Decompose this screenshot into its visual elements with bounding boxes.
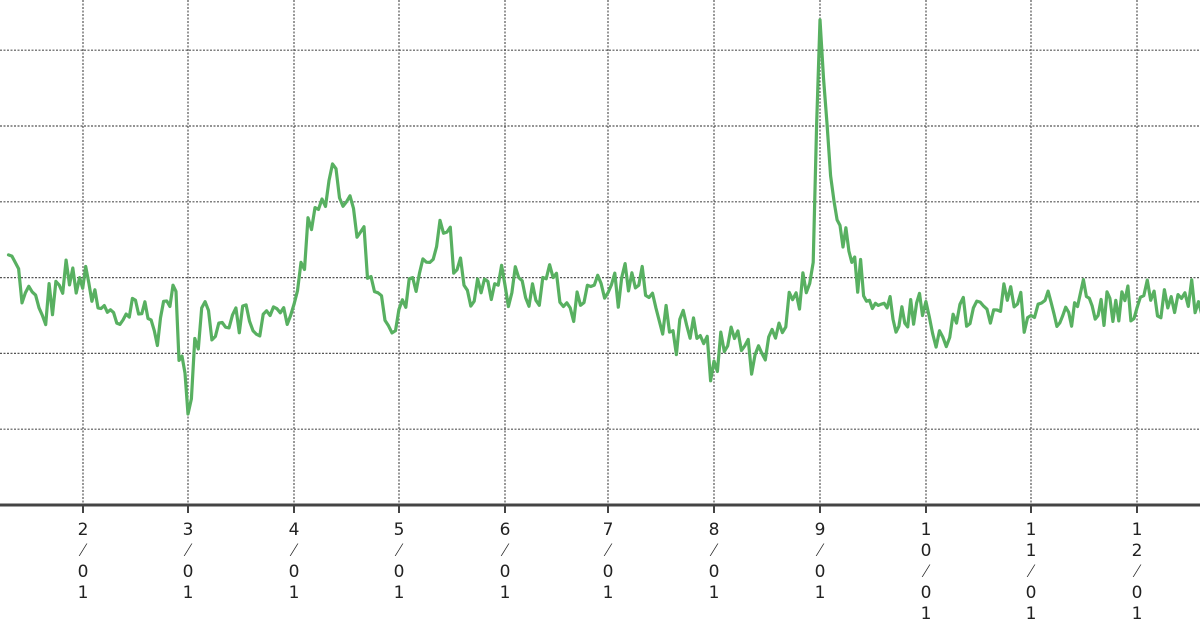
- grid-layer: [0, 0, 1200, 505]
- x-tick-label-12: 1 2 ⁄ 0 1: [1132, 520, 1143, 624]
- x-tick-label-7: 7 ⁄ 0 1: [603, 520, 614, 603]
- line-layer: [6, 18, 1200, 416]
- x-tick-label-4: 4 ⁄ 0 1: [289, 520, 300, 603]
- x-tick-label-11: 1 1 ⁄ 0 1: [1026, 520, 1037, 624]
- x-tick-label-6: 6 ⁄ 0 1: [500, 520, 511, 603]
- x-tick-label-5: 5 ⁄ 0 1: [394, 520, 405, 603]
- series-line-1: [6, 18, 1200, 416]
- axis-layer: 2 ⁄ 0 1 3 ⁄ 0 1 4 ⁄ 0 1 5 ⁄ 0 1 6 ⁄ 0 1 7 ⁄ 0 1 8 ⁄ 0 1 9 ⁄ 0 1 1 0 ⁄ 0 1 1 1 ⁄…: [0, 503, 1200, 624]
- x-tick-label-10: 1 0 ⁄ 0 1: [921, 520, 932, 624]
- x-tick-label-2: 2 ⁄ 0 1: [78, 520, 89, 603]
- x-tick-label-8: 8 ⁄ 0 1: [709, 520, 720, 603]
- x-tick-label-3: 3 ⁄ 0 1: [183, 520, 194, 603]
- x-tick-label-9: 9 ⁄ 0 1: [815, 520, 826, 603]
